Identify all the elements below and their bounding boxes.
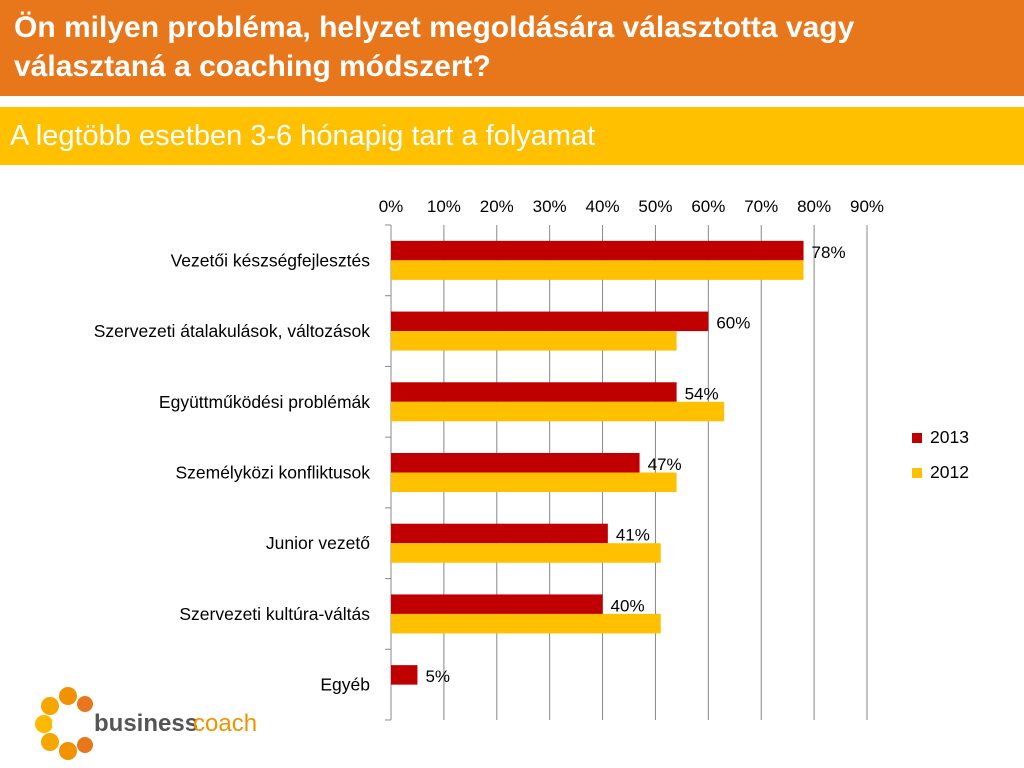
page-subtitle: A legtöbb esetben 3-6 hónapig tart a fol…: [10, 120, 596, 152]
bar-2012: [391, 543, 661, 563]
data-label-2013: 78%: [812, 243, 846, 262]
bar-2013: [391, 240, 804, 261]
data-label-2013: 40%: [611, 596, 645, 615]
legend-label-2013: 2013: [930, 427, 969, 447]
bar-2013: [391, 523, 608, 544]
x-tick-label: 80%: [797, 197, 831, 216]
x-tick-label: 10%: [427, 197, 461, 216]
bar-2012: [391, 331, 677, 351]
category-label: Szervezeti átalakulások, változások: [94, 321, 370, 341]
category-label: Vezetői készségfejlesztés: [171, 250, 371, 270]
x-tick-label: 50%: [638, 197, 672, 216]
bar-2013: [391, 453, 640, 473]
x-tick-label: 70%: [744, 197, 778, 216]
data-label-2013: 5%: [425, 667, 450, 686]
data-label-2013: 54%: [685, 384, 719, 403]
businesscoach-logo: business coach: [35, 687, 257, 760]
x-tick-label: 0%: [379, 197, 404, 216]
title-bar: [0, 0, 1024, 96]
category-label: Együttműködési problémák: [159, 392, 370, 412]
legend-swatch-2012: [912, 468, 922, 478]
data-label-2013: 47%: [648, 455, 682, 474]
category-label: Egyéb: [320, 675, 370, 695]
category-label: Szervezeti kultúra-váltás: [179, 604, 370, 624]
x-tick-label: 40%: [586, 197, 620, 216]
data-label-2013: 41%: [616, 526, 650, 545]
legend-swatch-2013: [912, 433, 922, 443]
bar-2012: [391, 472, 677, 492]
page-title: Ön milyen probléma, helyzet megoldására …: [14, 11, 855, 83]
x-tick-label: 60%: [691, 197, 725, 216]
bar-2013: [391, 594, 603, 614]
x-tick-label: 30%: [533, 197, 567, 216]
bar-2012: [391, 260, 804, 280]
x-tick-label: 90%: [850, 197, 884, 216]
bar-2012: [391, 613, 661, 634]
bar-2013: [391, 311, 709, 332]
orange-flower-logo-icon: [35, 687, 93, 760]
category-label: Személyközi konfliktusok: [175, 463, 370, 483]
bar-2013: [391, 382, 677, 402]
subtitle-bar: [0, 107, 1024, 165]
logo-text-business: business: [94, 710, 198, 737]
bar-2012: [391, 401, 725, 422]
category-label: Junior vezető: [266, 533, 370, 553]
bar-2013: [391, 665, 418, 685]
data-label-2013: 60%: [716, 314, 750, 333]
legend-label-2012: 2012: [930, 462, 969, 482]
logo-text-coach: coach: [193, 710, 257, 737]
x-tick-label: 20%: [480, 197, 514, 216]
